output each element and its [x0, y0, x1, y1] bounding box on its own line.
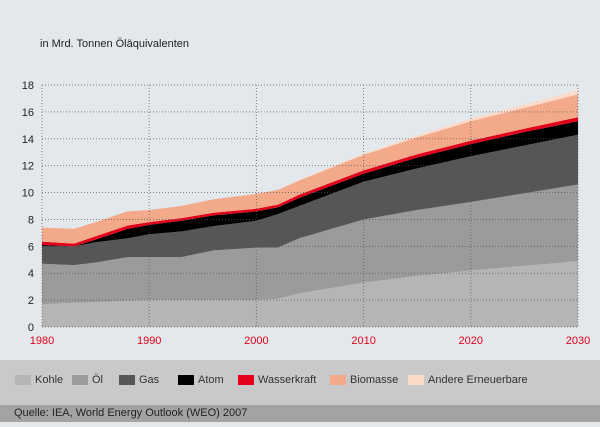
y-tick-label: 12 — [22, 161, 34, 173]
y-tick-label: 6 — [28, 241, 34, 253]
legend-item: Gas — [119, 374, 159, 386]
x-tick-label: 2010 — [351, 335, 375, 347]
y-tick-label: 4 — [28, 268, 34, 280]
area-kohle — [42, 261, 578, 327]
y-tick-label: 16 — [22, 107, 34, 119]
legend-swatch — [330, 375, 346, 385]
source-text: Quelle: IEA, World Energy Outlook (WEO) … — [14, 407, 248, 419]
area-biomasse — [42, 94, 578, 244]
legend-item: Öl — [72, 374, 103, 386]
legend-label: Öl — [92, 374, 103, 386]
legend-label: Wasserkraft — [258, 374, 317, 386]
legend-item: Atom — [178, 374, 224, 386]
legend-swatch — [15, 375, 31, 385]
legend-swatch — [119, 375, 135, 385]
y-tick-label: 0 — [28, 322, 34, 334]
x-tick-label: 2030 — [566, 335, 590, 347]
legend-item: Kohle — [15, 374, 63, 386]
y-tick-label: 8 — [28, 214, 34, 226]
area-gas — [42, 134, 578, 266]
y-tick-label: 18 — [22, 80, 34, 92]
x-tick-label: 2020 — [459, 335, 483, 347]
legend-swatch — [408, 375, 424, 385]
y-tick-label: 2 — [28, 295, 34, 307]
area-öl — [42, 184, 578, 305]
legend-label: Andere Erneuerbare — [428, 374, 528, 386]
area-wasserkraft — [42, 117, 578, 247]
area-atom — [42, 121, 578, 247]
y-tick-label: 10 — [22, 188, 34, 200]
legend-swatch — [72, 375, 88, 385]
legend-item: Andere Erneuerbare — [408, 374, 528, 386]
legend-label: Atom — [198, 374, 224, 386]
source-note: Quelle: IEA, World Energy Outlook (WEO) … — [0, 405, 600, 422]
x-tick-label: 1980 — [30, 335, 54, 347]
legend-item: Biomasse — [330, 374, 398, 386]
x-tick-label: 1990 — [137, 335, 161, 347]
legend-swatch — [238, 375, 254, 385]
legend-label: Biomasse — [350, 374, 399, 386]
unit-label: in Mrd. Tonnen Öläquivalenten — [40, 38, 190, 50]
y-tick-label: 14 — [22, 134, 34, 146]
legend-label: Gas — [139, 374, 160, 386]
legend: Kohle Öl Gas Atom Wasserkraft Biomasse Andere … — [0, 360, 600, 405]
x-tick-label: 2000 — [244, 335, 268, 347]
legend-label: Kohle — [35, 374, 64, 386]
legend-swatch — [178, 375, 194, 385]
legend-item: Wasserkraft — [238, 374, 316, 386]
stacked-area-chart: 0 2 4 6 8 10 12 14 16 18 1980 1990 2000 2010 2020 2030 — [22, 80, 590, 347]
